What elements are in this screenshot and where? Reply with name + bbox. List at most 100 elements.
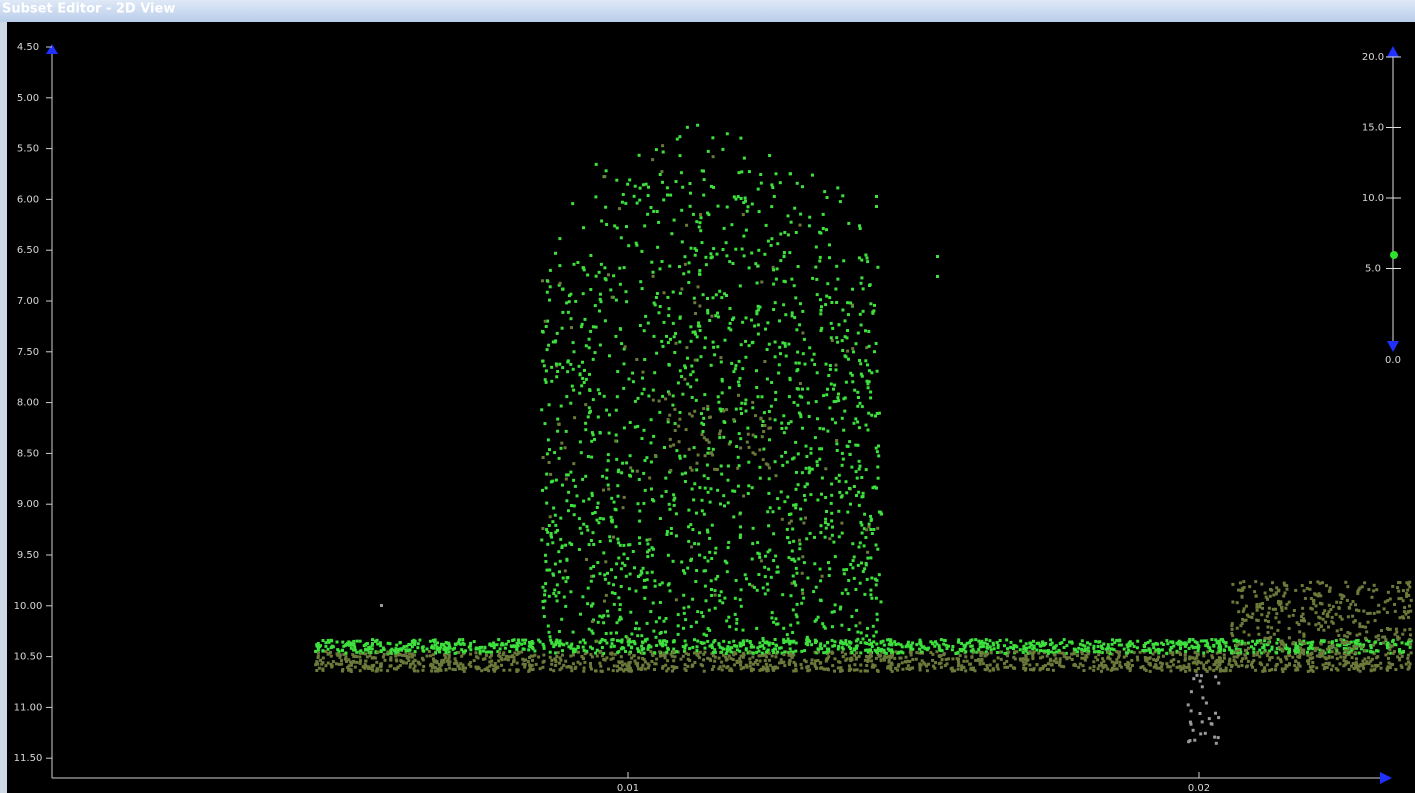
point <box>986 652 989 655</box>
point <box>1241 587 1244 590</box>
point <box>541 279 544 282</box>
point <box>1054 654 1057 657</box>
point <box>616 370 619 373</box>
point <box>1144 659 1147 662</box>
point <box>402 661 405 664</box>
point <box>714 551 717 554</box>
point <box>606 469 609 472</box>
point <box>627 244 630 247</box>
point <box>386 669 389 672</box>
point <box>1025 659 1028 662</box>
point <box>718 643 721 646</box>
point <box>448 660 451 663</box>
point <box>1260 583 1263 586</box>
point <box>1166 642 1169 645</box>
point <box>1351 615 1354 618</box>
point <box>665 617 668 620</box>
point <box>612 536 615 539</box>
point <box>1245 605 1248 608</box>
point <box>632 640 635 643</box>
point <box>1244 643 1247 646</box>
point <box>541 666 544 669</box>
point <box>624 202 627 205</box>
point <box>757 395 760 398</box>
point <box>788 663 791 666</box>
point <box>635 590 638 593</box>
point <box>1118 654 1121 657</box>
point <box>432 647 435 650</box>
point <box>549 473 552 476</box>
point <box>727 616 730 619</box>
point <box>714 607 717 610</box>
point <box>549 668 552 671</box>
point <box>871 532 874 535</box>
point <box>1025 647 1028 650</box>
point <box>778 661 781 664</box>
point <box>719 646 722 649</box>
point <box>561 288 564 291</box>
point <box>698 486 701 489</box>
point <box>738 384 741 387</box>
point <box>678 418 681 421</box>
point <box>598 662 601 665</box>
point <box>498 651 501 654</box>
point <box>799 302 802 305</box>
point <box>1063 655 1066 658</box>
point <box>860 631 863 634</box>
point <box>676 138 679 141</box>
y-tick-label: 5.50 <box>17 144 39 155</box>
point <box>552 669 555 672</box>
scale-marker[interactable] <box>1390 251 1398 259</box>
point <box>1197 650 1200 653</box>
point <box>628 378 631 381</box>
point <box>691 665 694 668</box>
point <box>1275 612 1278 615</box>
point <box>629 466 632 469</box>
point <box>516 642 519 645</box>
point <box>601 646 604 649</box>
point <box>584 475 587 478</box>
point <box>535 663 538 666</box>
point <box>650 261 653 264</box>
point <box>682 569 685 572</box>
point <box>603 395 606 398</box>
point <box>959 654 962 657</box>
point <box>653 579 656 582</box>
point <box>1237 665 1240 668</box>
point <box>863 593 866 596</box>
point <box>655 662 658 665</box>
point <box>500 657 503 660</box>
y-tick-label: 7.00 <box>17 296 39 307</box>
point <box>763 411 766 414</box>
point <box>808 216 811 219</box>
point <box>831 418 834 421</box>
point <box>516 662 519 665</box>
point <box>859 670 862 673</box>
point <box>1000 658 1003 661</box>
point <box>706 464 709 467</box>
point <box>395 644 398 647</box>
point <box>1275 651 1278 654</box>
point <box>1321 655 1324 658</box>
point <box>1357 609 1360 612</box>
point <box>673 351 676 354</box>
y-tick-label: 10.00 <box>14 601 43 612</box>
point <box>623 496 626 499</box>
point <box>712 186 715 189</box>
point <box>1097 653 1100 656</box>
point <box>1399 581 1402 584</box>
point <box>1263 643 1266 646</box>
point <box>1125 654 1128 657</box>
point <box>440 669 443 672</box>
point <box>1344 581 1347 584</box>
point <box>524 663 527 666</box>
point <box>418 639 421 642</box>
point <box>686 665 689 668</box>
point <box>622 193 625 196</box>
point <box>1165 639 1168 642</box>
point <box>1089 643 1092 646</box>
point <box>1086 641 1089 644</box>
point <box>868 523 871 526</box>
point <box>1391 585 1394 588</box>
point <box>831 664 834 667</box>
